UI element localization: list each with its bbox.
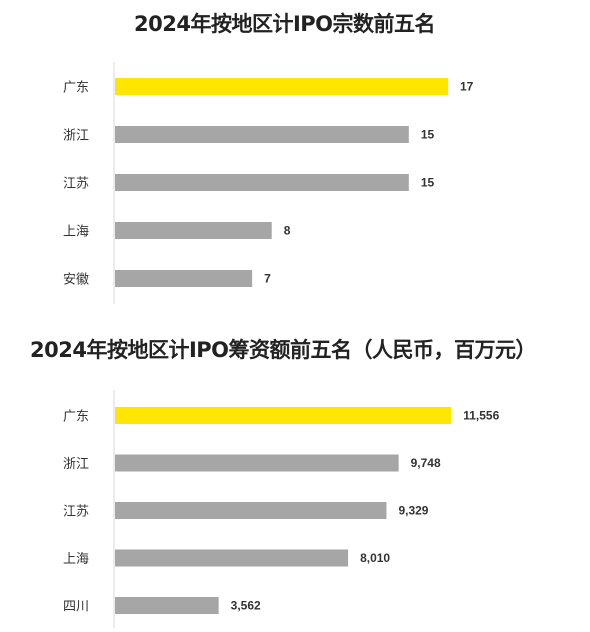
bar-1 (115, 454, 399, 472)
data-label: 15 (421, 128, 435, 142)
bar-2 (115, 174, 409, 191)
bar-2 (115, 502, 387, 519)
data-label: 7 (264, 272, 271, 286)
data-label: 8,010 (360, 551, 390, 565)
data-label: 17 (460, 80, 474, 94)
category-label: 广东 (63, 81, 89, 96)
category-label: 上海 (63, 225, 89, 240)
category-label: 江苏 (63, 504, 89, 520)
bar-4 (115, 270, 253, 287)
chart-title-ipo-amount: 2024年按地区计IPO筹资额前五名（人民币，百万元） (30, 338, 537, 362)
data-label: 9,329 (398, 504, 428, 518)
bar-3 (115, 222, 272, 239)
category-label: 江苏 (63, 176, 89, 192)
data-label: 11,556 (463, 409, 499, 423)
category-label: 上海 (63, 552, 89, 567)
data-label: 3,562 (231, 599, 261, 613)
ipo-count-bar-chart: 广东 17 浙江 15 江苏 15 上海 8 安徽 7 (63, 62, 474, 304)
category-label: 浙江 (63, 129, 89, 144)
category-label: 广东 (63, 410, 89, 425)
category-label: 安徽 (63, 273, 89, 288)
data-label: 9,748 (411, 456, 441, 470)
category-label: 浙江 (63, 457, 89, 472)
ipo-amount-bar-chart: 广东 11,556 浙江 9,748 江苏 9,329 上海 8,010 四川 3,562 (63, 390, 500, 628)
data-label: 8 (284, 224, 291, 238)
bar-0 (115, 78, 448, 95)
chart-title-ipo-count: 2024年按地区计IPO宗数前五名 (134, 12, 436, 36)
data-label: 15 (421, 176, 435, 190)
bar-0 (115, 407, 452, 424)
bar-3 (115, 549, 349, 567)
category-label: 四川 (63, 600, 89, 615)
bar-4 (115, 597, 219, 614)
bar-1 (115, 126, 409, 143)
